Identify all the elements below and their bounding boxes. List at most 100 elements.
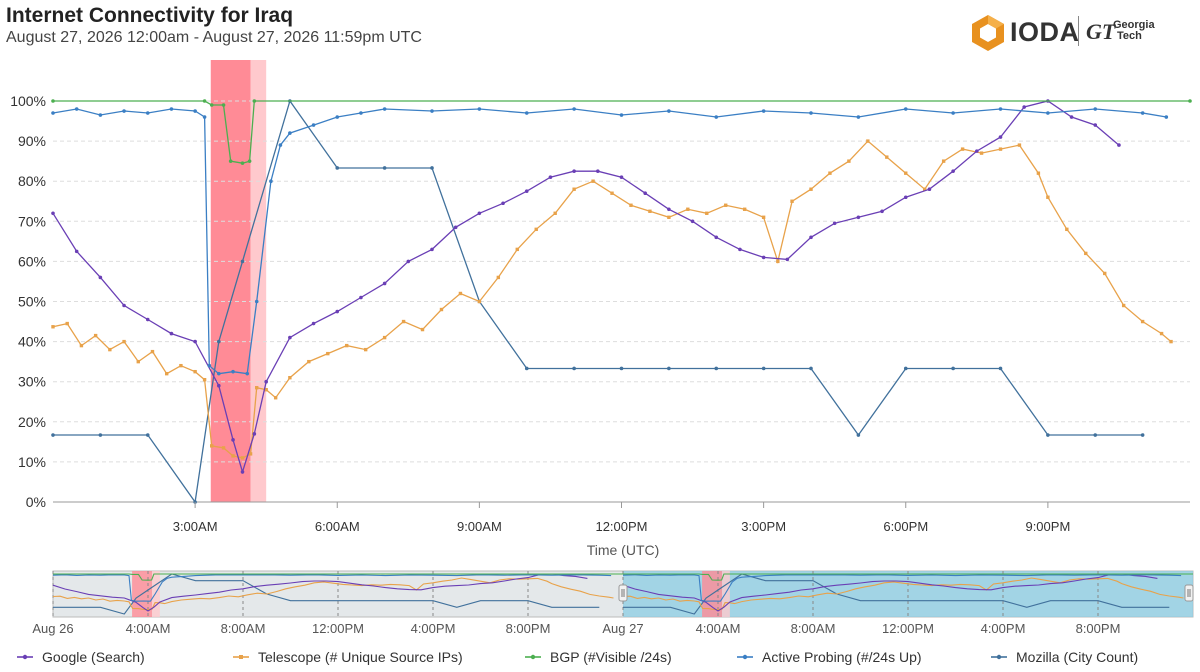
data-point-probing (169, 107, 174, 111)
navigator-left-handle[interactable] (618, 584, 628, 602)
data-point-google (477, 211, 482, 216)
data-point-telescope (591, 179, 595, 183)
data-point-telescope (1046, 195, 1050, 199)
data-point-mozilla (714, 366, 719, 371)
legend-label: Active Probing (#/24s Up) (762, 649, 922, 665)
data-point-mozilla (809, 366, 813, 371)
data-point-bgp (240, 161, 245, 165)
data-point-telescope (790, 199, 794, 203)
data-point-google (217, 383, 221, 388)
ioda-logo[interactable]: IODA GT Georgia Tech (968, 12, 1188, 52)
outage-band-warning[interactable] (250, 60, 267, 502)
data-point-probing (477, 107, 482, 111)
data-point-telescope (165, 371, 169, 376)
data-point-google (288, 335, 292, 340)
data-point-google (501, 201, 505, 206)
data-point-mozilla (667, 366, 671, 371)
data-point-probing (714, 115, 719, 119)
legend-swatch-icon (17, 654, 33, 660)
navigator-tick-label: 12:00PM (312, 621, 364, 636)
data-point-bgp (247, 159, 252, 163)
data-point-mozilla (1046, 433, 1050, 437)
data-point-bgp (202, 99, 207, 103)
series-google[interactable] (51, 99, 1121, 475)
series-bgp[interactable] (51, 99, 1192, 165)
data-point-telescope (382, 335, 387, 340)
data-point-telescope (515, 247, 519, 252)
data-point-mozilla (619, 366, 624, 371)
data-point-telescope (1084, 251, 1088, 256)
navigator-tick-label: 12:00PM (882, 621, 934, 636)
data-point-google (1022, 105, 1026, 109)
outage-band-critical[interactable] (210, 60, 251, 502)
data-point-telescope (108, 347, 112, 352)
data-point-probing (278, 143, 283, 147)
navigator-tick-label: 4:00PM (981, 621, 1026, 636)
legend-swatch-icon (233, 655, 249, 659)
data-point-telescope (231, 454, 235, 458)
y-tick-label: 40% (18, 334, 46, 350)
chart-legend: Google (Search) Telescope (# Unique Sourc… (0, 647, 1200, 667)
data-point-telescope (401, 319, 406, 324)
data-point-probing (254, 299, 259, 304)
navigator-outage-band (722, 571, 730, 617)
legend-item-probing[interactable]: Active Probing (#/24s Up) (736, 647, 922, 667)
legend-swatch-icon (991, 654, 1007, 660)
data-point-telescope (1036, 171, 1041, 175)
data-point-mozilla (903, 366, 908, 371)
data-point-google (880, 209, 884, 214)
data-point-probing (903, 107, 908, 111)
data-point-probing (202, 115, 207, 119)
x-tick-label: 3:00PM (741, 519, 786, 534)
data-point-google (951, 169, 955, 173)
series-layer (51, 99, 1192, 504)
legend-item-telescope[interactable]: Telescope (# Unique Source IPs) (232, 647, 463, 667)
legend-label: Mozilla (City Count) (1016, 649, 1139, 665)
data-point-probing (951, 111, 955, 115)
y-tick-label: 0% (26, 494, 46, 510)
data-point-telescope (847, 159, 851, 163)
data-point-google (1069, 115, 1074, 119)
data-point-telescope (885, 155, 889, 159)
data-point-mozilla (572, 366, 576, 371)
data-point-telescope (941, 159, 946, 163)
x-tick-label: 6:00AM (315, 519, 360, 534)
legend-item-bgp[interactable]: BGP (#Visible /24s) (524, 647, 672, 667)
data-point-mozilla (761, 366, 766, 371)
data-point-google (98, 275, 103, 280)
data-point-google (643, 191, 647, 196)
data-point-google (619, 175, 624, 179)
data-point-google (596, 169, 600, 173)
data-point-telescope (610, 191, 614, 195)
legend-item-google[interactable]: Google (Search) (16, 647, 145, 667)
data-point-google (231, 438, 235, 442)
legend-item-mozilla[interactable]: Mozilla (City Count) (990, 647, 1138, 667)
main-chart[interactable]: 0% 10% 20% 30% 40% 50% 60% 70% 80% 90% 100% 3:00AM 6… (0, 0, 1200, 560)
data-point-telescope (828, 171, 832, 175)
series-probing[interactable] (51, 107, 1169, 376)
data-point-google (406, 259, 411, 264)
data-point-mozilla (98, 433, 103, 437)
data-point-telescope (288, 375, 292, 380)
data-point-telescope (307, 359, 311, 364)
data-point-google (667, 207, 671, 212)
range-navigator[interactable]: Aug 26 4:00AM 8:00AM 12:00PM 4:00PM 8:00PM Aug… (0, 566, 1200, 636)
navigator-right-handle[interactable] (1184, 584, 1194, 602)
data-point-telescope (534, 227, 538, 232)
data-point-google (998, 135, 1003, 139)
page-subtitle: August 27, 2026 12:00am - August 27, 202… (6, 29, 422, 46)
data-point-telescope (150, 349, 155, 354)
data-point-mozilla (335, 166, 340, 170)
navigator-tick-label: 8:00AM (221, 621, 266, 636)
x-tick-label: 9:00AM (457, 519, 502, 534)
data-point-telescope (1159, 331, 1164, 336)
data-point-telescope (193, 369, 197, 374)
outage-band-layer (210, 60, 267, 502)
data-point-telescope (1017, 143, 1022, 147)
data-point-probing (145, 111, 150, 115)
data-point-telescope (904, 171, 908, 175)
data-point-telescope (221, 446, 226, 450)
data-point-google (785, 257, 790, 262)
data-point-telescope (439, 307, 444, 312)
data-point-probing (335, 115, 340, 119)
